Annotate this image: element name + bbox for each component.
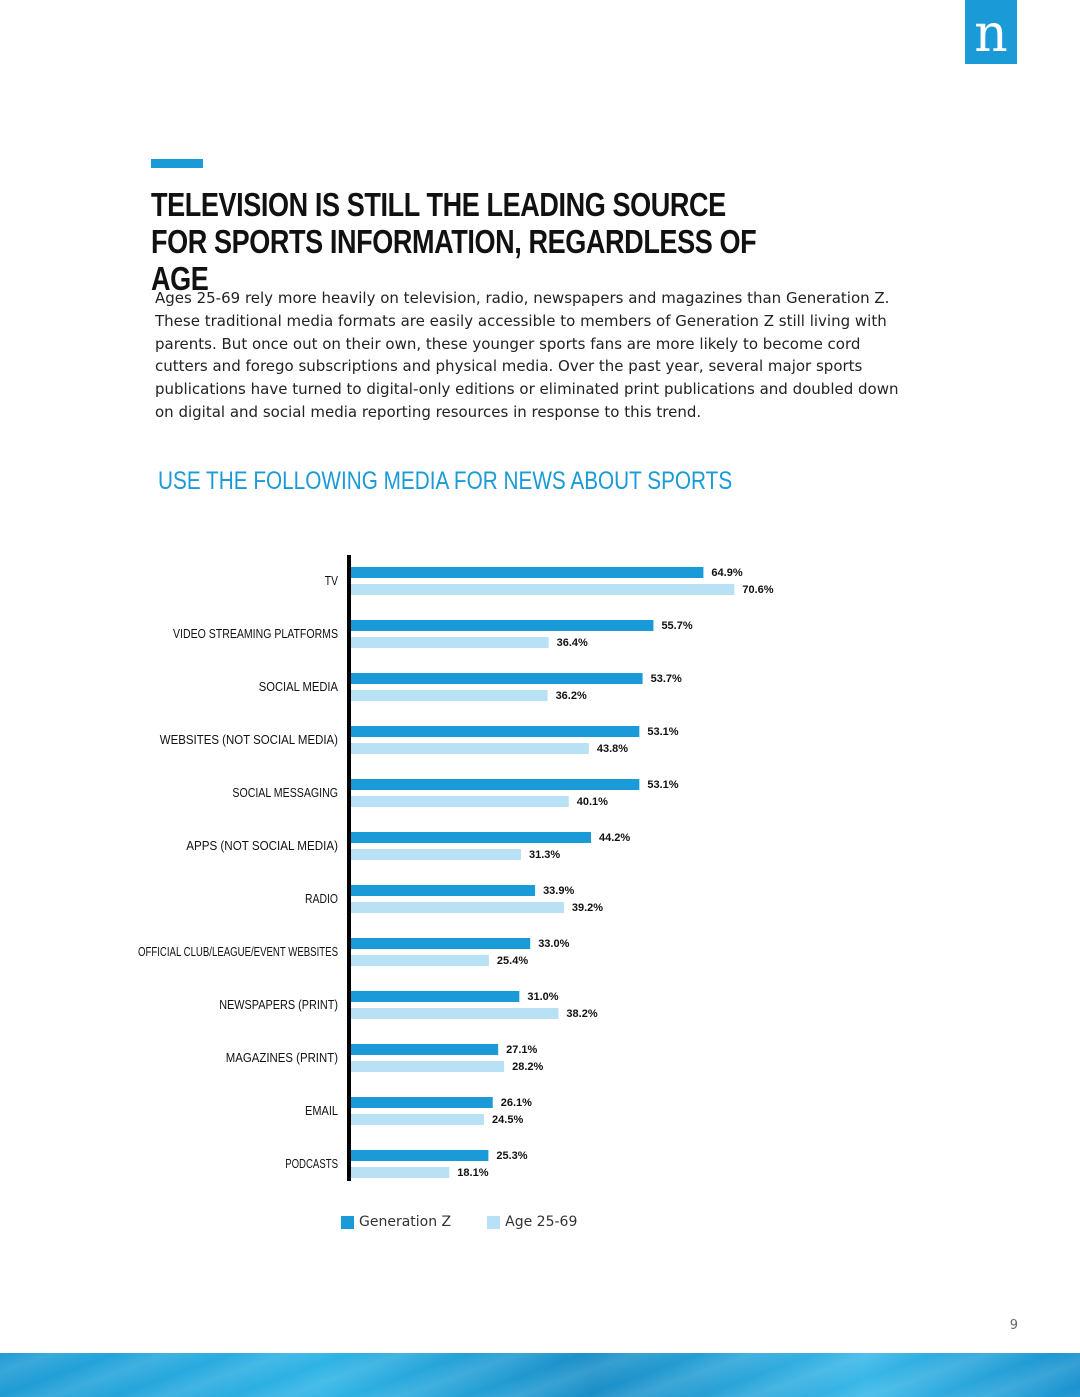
value-label: 64.9% (711, 567, 742, 579)
chart-legend: Generation Z Age 25-69 (341, 1214, 577, 1230)
value-label: 33.9% (543, 885, 574, 897)
bar-age-25-69 (351, 1167, 450, 1178)
category-label: PODCASTS (285, 1156, 338, 1171)
value-label: 26.1% (501, 1097, 532, 1109)
logo-letter: n (974, 4, 1008, 64)
value-label: 38.2% (566, 1008, 597, 1020)
bar-gen-z (351, 779, 640, 790)
value-label: 70.6% (742, 584, 773, 596)
category-label: TV (325, 573, 338, 588)
bar-gen-z (351, 673, 643, 684)
bar-gen-z (351, 726, 640, 737)
value-label: 53.7% (651, 673, 682, 685)
page-heading: TELEVISION IS STILL THE LEADING SOURCE F… (151, 186, 757, 297)
bar-age-25-69 (351, 849, 521, 860)
intro-paragraph: Ages 25-69 rely more heavily on televisi… (155, 289, 899, 421)
category-label: APPS (NOT SOCIAL MEDIA) (186, 838, 338, 853)
bar-age-25-69 (351, 796, 569, 807)
bar-age-25-69 (351, 1061, 505, 1072)
category-label: SOCIAL MEDIA (259, 679, 338, 694)
bars (351, 567, 735, 1178)
bar-gen-z (351, 991, 520, 1002)
bar-age-25-69 (351, 743, 589, 754)
value-label: 40.1% (577, 796, 608, 808)
value-labels: 64.9%70.6% 55.7% 36.4% 53.7% 36.2% 53.1% 43.8%… (457, 567, 773, 1179)
legend-item-gen-z: Generation Z (341, 1214, 451, 1230)
category-label: MAGAZINES (PRINT) (226, 1050, 338, 1065)
heading-accent-bar (151, 159, 203, 168)
bar-gen-z (351, 567, 704, 578)
legend-label-gen-z: Generation Z (359, 1214, 452, 1230)
value-label: 31.0% (527, 991, 558, 1003)
value-label: 25.4% (497, 955, 528, 967)
legend-item-age-25-69: Age 25-69 (487, 1214, 577, 1230)
bar-chart: TV VIDEO STREAMING PLATFORMS SOCIAL MEDIA W… (138, 555, 774, 1181)
legend-label-age-25-69: Age 25-69 (505, 1214, 578, 1230)
bar-age-25-69 (351, 690, 548, 701)
value-label: 43.8% (597, 743, 628, 755)
bar-age-25-69 (351, 955, 489, 966)
category-label: EMAIL (305, 1103, 338, 1118)
page-number: 9 (1009, 1318, 1018, 1333)
chart-title: USE THE FOLLOWING MEDIA FOR NEWS ABOUT S… (158, 467, 733, 495)
category-label: NEWSPAPERS (PRINT) (219, 997, 338, 1012)
value-label: 39.2% (572, 902, 603, 914)
value-label: 25.3% (496, 1150, 527, 1162)
category-labels: TV VIDEO STREAMING PLATFORMS SOCIAL MEDIA W… (138, 573, 338, 1171)
category-label: RADIO (305, 891, 338, 906)
legend-swatch-gen-z (341, 1215, 354, 1229)
category-label: OFFICIAL CLUB/LEAGUE/EVENT WEBSITES (138, 944, 338, 959)
footer-decorative-band (0, 1353, 1080, 1397)
bar-gen-z (351, 620, 654, 631)
category-label: SOCIAL MESSAGING (232, 785, 338, 800)
value-label: 53.1% (647, 779, 678, 791)
value-label: 31.3% (529, 849, 560, 861)
value-label: 24.5% (492, 1114, 523, 1126)
value-label: 36.4% (557, 637, 588, 649)
category-label: WEBSITES (NOT SOCIAL MEDIA) (160, 732, 338, 747)
nielsen-logo: n (965, 0, 1017, 64)
value-label: 55.7% (661, 620, 692, 632)
value-label: 28.2% (512, 1061, 543, 1073)
bar-gen-z (351, 938, 531, 949)
bar-age-25-69 (351, 584, 735, 595)
value-label: 27.1% (506, 1044, 537, 1056)
category-label: VIDEO STREAMING PLATFORMS (173, 626, 338, 641)
value-label: 36.2% (556, 690, 587, 702)
bar-age-25-69 (351, 902, 564, 913)
bar-gen-z (351, 1150, 489, 1161)
bar-gen-z (351, 1097, 493, 1108)
legend-swatch-age-25-69 (487, 1215, 501, 1229)
value-label: 18.1% (457, 1167, 488, 1179)
value-label: 53.1% (647, 726, 678, 738)
bar-age-25-69 (351, 1008, 559, 1019)
value-label: 44.2% (599, 832, 630, 844)
bar-age-25-69 (351, 637, 549, 648)
bar-gen-z (351, 1044, 499, 1055)
bar-gen-z (351, 885, 536, 896)
bar-gen-z (351, 832, 592, 843)
bar-age-25-69 (351, 1114, 485, 1125)
value-label: 33.0% (538, 938, 569, 950)
